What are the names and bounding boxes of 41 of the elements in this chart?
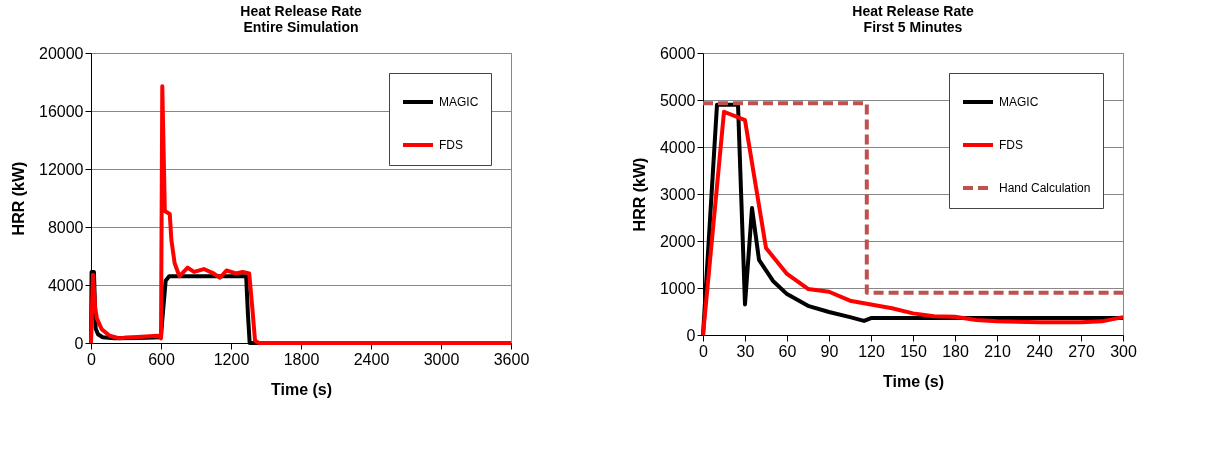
y-tick-label: 4000	[47, 276, 84, 294]
y-tick-label: 20000	[39, 44, 84, 62]
legend-label: MAGIC	[439, 95, 479, 109]
x-tick-label: 60	[778, 342, 797, 360]
x-tick-label: 3000	[423, 350, 460, 368]
x-tick-label: 210	[984, 342, 1011, 360]
x-tick-label: 0	[87, 350, 97, 368]
y-tick-label: 3000	[659, 185, 696, 203]
x-tick-label: 150	[900, 342, 927, 360]
y-tick-label: 8000	[47, 218, 84, 236]
x-tick-label: 300	[1110, 342, 1137, 360]
y-tick-label: 12000	[39, 160, 84, 178]
x-tick-label: 120	[858, 342, 885, 360]
legend-label: Hand Calculation	[999, 181, 1091, 195]
y-tick-label: 0	[686, 326, 696, 344]
legend-label: FDS	[999, 138, 1023, 152]
x-tick-label: 3600	[493, 350, 530, 368]
x-tick-label: 0	[699, 342, 709, 360]
x-tick-label: 240	[1026, 342, 1053, 360]
x-axis-title: Time (s)	[270, 380, 333, 398]
x-tick-label: 600	[148, 350, 175, 368]
x-axis-title: Time (s)	[882, 372, 945, 390]
y-axis-title: HRR (kW)	[10, 161, 28, 236]
y-tick-label: 16000	[39, 102, 84, 120]
x-tick-label: 1800	[283, 350, 320, 368]
legend-label: FDS	[439, 138, 463, 152]
y-tick-label: 5000	[659, 91, 696, 109]
y-tick-label: 1000	[659, 279, 696, 297]
y-tick-label: 4000	[659, 138, 696, 156]
x-tick-label: 180	[942, 342, 969, 360]
x-tick-label: 30	[736, 342, 755, 360]
chart-title: Heat Release Rate Entire Simulation	[240, 3, 362, 35]
y-tick-label: 2000	[659, 232, 696, 250]
x-tick-label: 270	[1068, 342, 1095, 360]
legend-label: MAGIC	[999, 95, 1039, 109]
x-tick-label: 1200	[213, 350, 250, 368]
y-tick-label: 6000	[659, 44, 696, 62]
y-axis-title: HRR (kW)	[630, 157, 648, 232]
x-tick-label: 2400	[353, 350, 390, 368]
x-tick-label: 90	[820, 342, 839, 360]
chart-title: Heat Release Rate First 5 Minutes	[852, 3, 974, 35]
